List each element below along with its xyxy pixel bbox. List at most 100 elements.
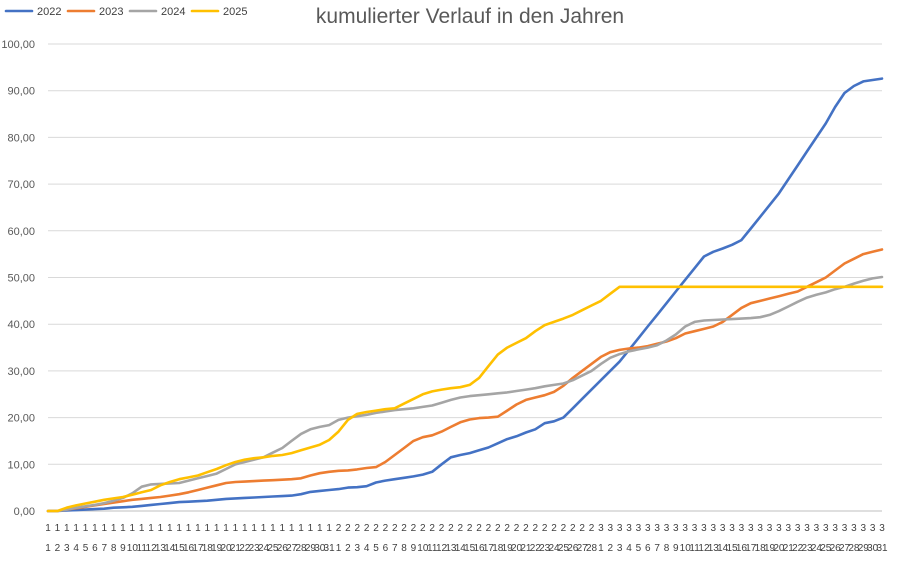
x-tick-month: 2: [448, 523, 454, 534]
x-tick-day: 9: [673, 543, 679, 554]
x-tick-month: 2: [383, 523, 389, 534]
x-tick-month: 1: [92, 523, 98, 534]
x-tick-month: 3: [795, 523, 801, 534]
x-tick-day: 21: [520, 543, 532, 554]
x-tick-day: 14: [717, 543, 729, 554]
x-tick-day: 20: [511, 543, 523, 554]
x-tick-day: 31: [876, 543, 888, 554]
x-tick-day: 25: [820, 543, 832, 554]
x-tick-month: 3: [814, 523, 820, 534]
x-tick-day: 8: [664, 543, 670, 554]
x-tick-month: 3: [598, 523, 604, 534]
x-tick-day: 2: [55, 543, 61, 554]
x-tick-month: 1: [205, 523, 211, 534]
x-tick-day: 4: [626, 543, 632, 554]
x-tick-day: 3: [354, 543, 360, 554]
x-tick-month: 3: [720, 523, 726, 534]
x-tick-day: 27: [839, 543, 851, 554]
x-tick-day: 4: [364, 543, 370, 554]
x-tick-month: 2: [551, 523, 557, 534]
x-tick-day: 17: [483, 543, 495, 554]
x-tick-month: 3: [860, 523, 866, 534]
y-tick-label: 20,00: [7, 413, 35, 425]
x-tick-month: 1: [251, 523, 257, 534]
x-tick-month: 1: [214, 523, 220, 534]
chart-grid: [48, 43, 882, 512]
x-tick-day: 13: [445, 543, 457, 554]
x-tick-month: 1: [195, 523, 201, 534]
x-tick-day: 5: [373, 543, 379, 554]
x-tick-month: 3: [748, 523, 754, 534]
x-tick-month: 2: [476, 523, 482, 534]
x-tick-month: 2: [336, 523, 342, 534]
x-axis: 1112131415161718191101111121131141151161…: [45, 523, 888, 554]
chart-series: [46, 77, 884, 513]
x-tick-day: 16: [183, 543, 195, 554]
x-tick-day: 15: [174, 543, 186, 554]
x-tick-day: 3: [617, 543, 623, 554]
x-tick-day: 9: [120, 543, 126, 554]
x-tick-day: 22: [239, 543, 251, 554]
x-tick-day: 6: [383, 543, 389, 554]
x-tick-month: 3: [607, 523, 613, 534]
x-tick-month: 1: [261, 523, 267, 534]
x-tick-month: 2: [354, 523, 360, 534]
chart-title: kumulierter Verlauf in den Jahren: [316, 5, 624, 28]
x-tick-month: 3: [776, 523, 782, 534]
x-tick-month: 3: [757, 523, 763, 534]
x-tick-day: 18: [202, 543, 214, 554]
x-tick-day: 26: [277, 543, 289, 554]
x-tick-month: 3: [673, 523, 679, 534]
x-tick-month: 1: [233, 523, 239, 534]
x-tick-day: 7: [654, 543, 660, 554]
x-tick-day: 16: [473, 543, 485, 554]
x-tick-month: 2: [401, 523, 407, 534]
x-tick-month: 1: [55, 523, 61, 534]
x-tick-month: 1: [279, 523, 285, 534]
y-axis: 0,00 10,00 20,00 30,00 40,00 50,00 60,00 70,00 8…: [1, 39, 35, 518]
x-tick-month: 1: [270, 523, 276, 534]
x-tick-day: 1: [598, 543, 604, 554]
series-line-2022: [46, 77, 884, 513]
x-tick-day: 4: [73, 543, 79, 554]
x-tick-month: 2: [373, 523, 379, 534]
x-tick-month: 3: [617, 523, 623, 534]
x-tick-month: 3: [832, 523, 838, 534]
x-tick-month: 3: [767, 523, 773, 534]
x-tick-day: 23: [249, 543, 261, 554]
x-tick-day: 1: [336, 543, 342, 554]
x-tick-day: 12: [698, 543, 710, 554]
y-tick-label: 40,00: [7, 319, 35, 331]
legend-label: 2025: [223, 6, 247, 18]
x-tick-month: 2: [570, 523, 576, 534]
y-tick-label: 10,00: [7, 459, 35, 471]
x-tick-day: 29: [305, 543, 317, 554]
x-tick-month: 1: [167, 523, 173, 534]
x-tick-day: 26: [567, 543, 579, 554]
x-tick-day: 20: [773, 543, 785, 554]
x-tick-month: 1: [148, 523, 154, 534]
x-tick-month: 3: [701, 523, 707, 534]
x-tick-month: 1: [308, 523, 314, 534]
y-tick-label: 80,00: [7, 132, 35, 144]
x-tick-month: 3: [682, 523, 688, 534]
x-tick-day: 23: [539, 543, 551, 554]
x-tick-day: 19: [764, 543, 776, 554]
x-tick-day: 28: [848, 543, 860, 554]
x-tick-month: 3: [739, 523, 745, 534]
x-tick-day: 23: [801, 543, 813, 554]
x-tick-month: 1: [83, 523, 89, 534]
x-tick-day: 26: [830, 543, 842, 554]
x-tick-day: 15: [464, 543, 476, 554]
x-tick-month: 2: [420, 523, 426, 534]
x-tick-day: 10: [680, 543, 692, 554]
x-tick-day: 22: [530, 543, 542, 554]
x-tick-month: 3: [664, 523, 670, 534]
x-tick-day: 8: [111, 543, 117, 554]
x-tick-day: 27: [286, 543, 298, 554]
x-tick-day: 30: [314, 543, 326, 554]
x-tick-month: 3: [645, 523, 651, 534]
x-tick-day: 19: [211, 543, 223, 554]
x-tick-day: 18: [492, 543, 504, 554]
x-tick-month: 3: [804, 523, 810, 534]
